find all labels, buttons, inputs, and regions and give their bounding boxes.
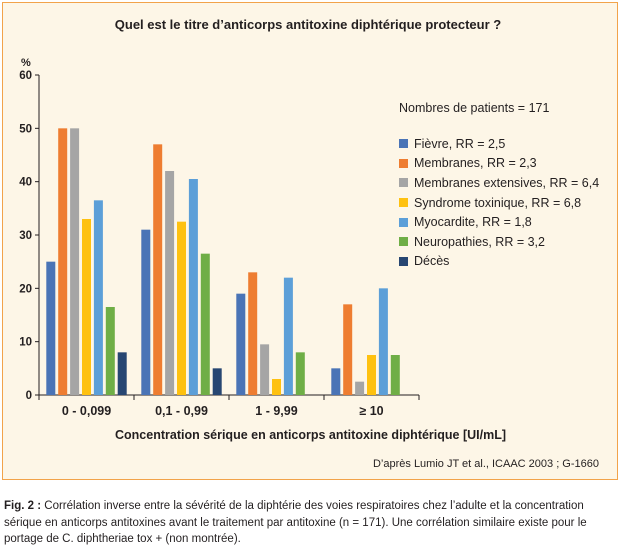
x-tick-label: 0 - 0,099 [62, 404, 111, 418]
legend-item: Membranes, RR = 2,3 [399, 154, 599, 174]
legend-swatch [399, 237, 408, 247]
bar [355, 381, 365, 395]
bar [367, 355, 376, 395]
legend-label: Membranes extensives, RR = 6,4 [414, 175, 600, 190]
y-tick-label: 30 [19, 230, 32, 242]
x-tick-label: ≥ 10 [359, 404, 383, 418]
bar [105, 307, 115, 395]
bar [236, 293, 246, 395]
legend-label: Syndrome toxinique, RR = 6,8 [414, 195, 582, 210]
bar [117, 352, 127, 395]
bar [260, 344, 270, 395]
bar [177, 221, 186, 395]
legend-item: Décès [399, 252, 599, 272]
bar [82, 219, 91, 395]
chart-title: Quel est le titre d’anticorps antitoxine… [114, 17, 502, 32]
bar [46, 261, 56, 395]
source-note: D’après Lumio JT et al., ICAAC 2003 ; G-… [373, 458, 599, 470]
bar-chart: 0 10 20 30 40 50 60 0 - 0,099 0,1 - 0,99 1 - 9,99… [19, 70, 420, 418]
bar [272, 379, 281, 395]
bar [93, 200, 103, 395]
figure-panel: Quel est le titre d’anticorps antitoxine… [2, 2, 618, 480]
figure-caption: Fig. 2 : Corrélation inverse entre la sé… [4, 498, 616, 548]
x-axis-label: Concentration sérique en anticorps antit… [115, 428, 507, 442]
bar [200, 253, 210, 395]
x-tick-label: 1 - 9,99 [255, 404, 297, 418]
legend-swatch [399, 198, 408, 208]
legend-label: Neuropathies, RR = 3,2 [414, 234, 545, 249]
legend-item: Membranes extensives, RR = 6,4 [399, 173, 599, 193]
bar [248, 272, 258, 395]
legend-items: Fièvre, RR = 2,5 Membranes, RR = 2,3 Membr… [399, 134, 599, 271]
bar [58, 128, 68, 395]
bar [70, 128, 80, 395]
legend-swatch [399, 178, 408, 188]
y-tick-label: 40 [19, 177, 32, 189]
legend-swatch [399, 158, 408, 168]
y-axis-unit: % [21, 57, 31, 69]
bar [343, 304, 353, 395]
y-tick-label: 50 [19, 123, 32, 135]
source-text: D’après Lumio JT et al., ICAAC 2003 ; G-… [372, 458, 599, 470]
bar [378, 288, 388, 395]
legend-label: Membranes, RR = 2,3 [414, 156, 537, 171]
bar [331, 368, 341, 395]
bar [141, 229, 151, 395]
bar [283, 277, 293, 395]
caption-label: Fig. 2 : [4, 500, 42, 512]
y-tick-label: 60 [19, 70, 32, 82]
legend-swatch [399, 217, 408, 227]
bar [295, 352, 305, 395]
x-tick-label: 0,1 - 0,99 [155, 404, 208, 418]
legend-label: Décès [414, 254, 450, 269]
legend-swatch [399, 256, 408, 266]
legend-swatch [399, 139, 408, 149]
caption-text: Corrélation inverse entre la sévérité de… [4, 500, 587, 545]
bar [188, 179, 198, 395]
y-tick-label: 20 [19, 283, 32, 295]
legend-item: Syndrome toxinique, RR = 6,8 [399, 193, 599, 213]
y-tick-label: 10 [19, 337, 32, 349]
legend-item: Neuropathies, RR = 3,2 [399, 232, 599, 252]
bar [390, 355, 400, 395]
legend-label: Fièvre, RR = 2,5 [414, 136, 506, 151]
legend-title: Nombres de patients = 171 [399, 101, 550, 115]
bar [153, 144, 163, 395]
legend-item: Fièvre, RR = 2,5 [399, 134, 599, 154]
y-tick-label: 0 [26, 390, 32, 402]
bar [212, 368, 222, 395]
legend-item: Myocardite, RR = 1,8 [399, 212, 599, 232]
bar [165, 171, 175, 395]
legend: Nombres de patients = 171 Fièvre, RR = 2… [399, 101, 599, 271]
legend-label: Myocardite, RR = 1,8 [414, 215, 532, 230]
